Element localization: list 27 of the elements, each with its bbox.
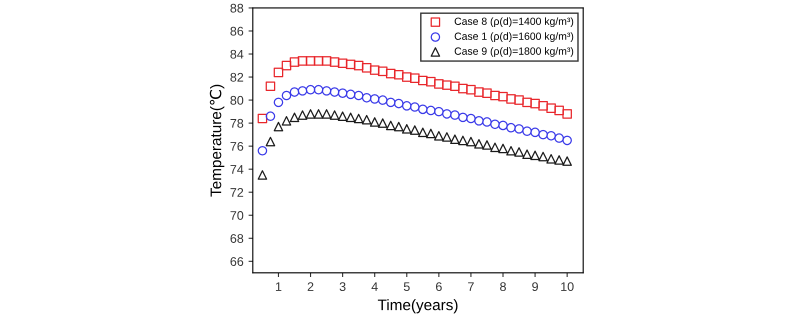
legend-label: Case 9 (ρ(d)=1800 kg/m³) <box>454 47 574 57</box>
y-tick-label: 76 <box>230 142 244 151</box>
y-tick-label: 86 <box>230 26 244 36</box>
x-tick-label: 9 <box>532 282 538 292</box>
x-tick-label: 7 <box>468 282 474 291</box>
y-tick-label: 78 <box>230 118 244 128</box>
y-tick-label: 82 <box>230 72 244 82</box>
y-tick-label: 72 <box>230 188 244 197</box>
y-tick-label: 68 <box>230 234 244 243</box>
x-axis-title: Time(years) <box>378 299 458 314</box>
legend-label: Case 8 (ρ(d)=1400 kg/m³) <box>454 17 574 28</box>
legend-label: Case 1 (ρ(d)=1600 kg/m³) <box>454 32 574 42</box>
x-tick-label: 3 <box>340 282 346 292</box>
x-tick-label: 5 <box>404 282 410 292</box>
x-tick-label: 8 <box>500 282 506 292</box>
y-tick-label: 70 <box>230 211 244 220</box>
x-tick-label: 4 <box>372 282 378 291</box>
x-tick-label: 2 <box>308 282 314 291</box>
y-tick-label: 74 <box>230 165 244 174</box>
y-tick-label: 88 <box>230 4 244 13</box>
x-tick-label: 1 <box>276 282 282 291</box>
y-tick-label: 66 <box>230 257 244 266</box>
y-tick-label: 84 <box>230 50 244 59</box>
x-tick-label: 6 <box>436 282 442 292</box>
y-tick-label: 80 <box>230 96 244 105</box>
x-tick-label: 10 <box>561 282 574 292</box>
y-axis-title: Temperature(℃) <box>210 84 224 197</box>
